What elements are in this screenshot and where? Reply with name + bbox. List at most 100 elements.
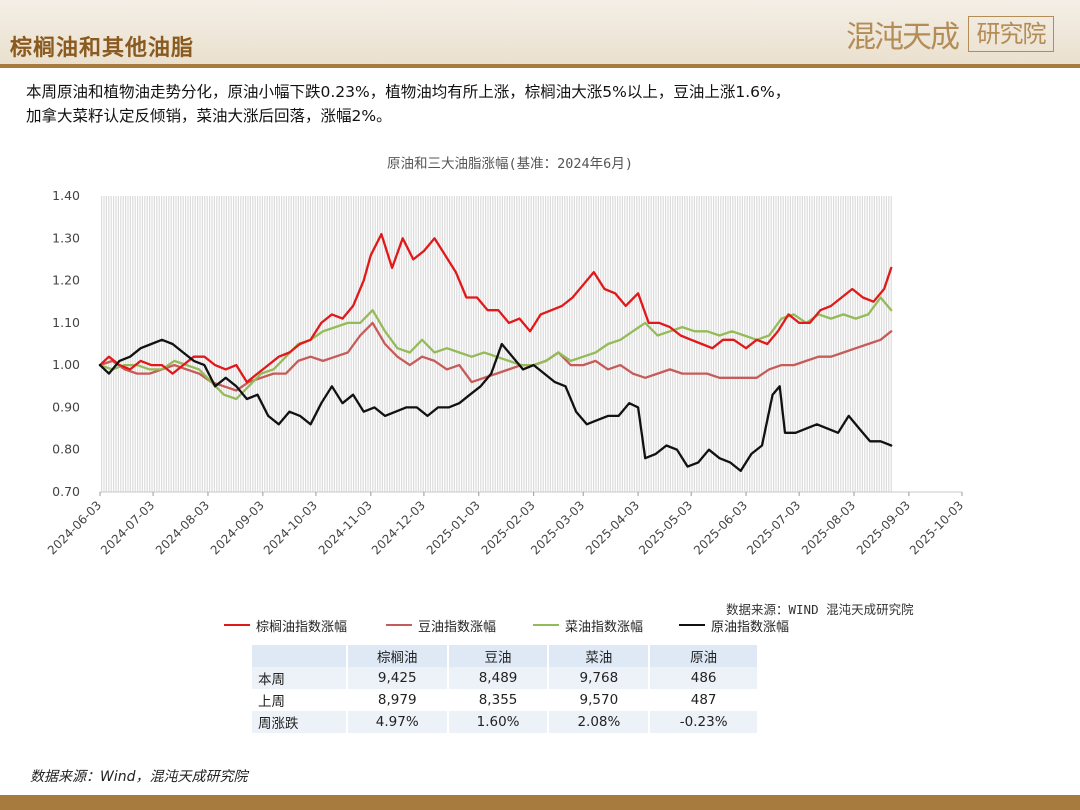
background-bar <box>881 196 883 492</box>
background-bar <box>521 196 523 492</box>
background-bar <box>288 196 290 492</box>
background-bar <box>197 196 199 492</box>
background-bar <box>403 196 405 492</box>
background-bar <box>235 196 237 492</box>
background-bar <box>725 196 727 492</box>
background-bar <box>122 196 124 492</box>
background-bar <box>847 196 849 492</box>
background-bar <box>523 196 525 492</box>
background-bar <box>629 196 631 492</box>
background-bar <box>324 196 326 492</box>
background-bar <box>108 196 110 492</box>
background-bar <box>245 196 247 492</box>
background-bar <box>595 196 597 492</box>
background-bar <box>341 196 343 492</box>
background-bar <box>199 196 201 492</box>
table-header-row: 棕榈油 豆油 菜油 原油 <box>252 645 757 667</box>
background-bar <box>729 196 731 492</box>
background-bar <box>420 196 422 492</box>
background-bar <box>461 196 463 492</box>
background-bar <box>612 196 614 492</box>
background-bar <box>614 196 616 492</box>
background-bar <box>785 196 787 492</box>
chart-source: 数据来源：WIND 混沌天成研究院 <box>726 602 914 617</box>
y-tick-label: 1.30 <box>52 230 80 245</box>
background-bar <box>525 196 527 492</box>
background-bar <box>854 196 856 492</box>
background-bar <box>806 196 808 492</box>
x-tick-label: 2025-04-03 <box>583 498 642 557</box>
background-bar <box>763 196 765 492</box>
background-bar <box>631 196 633 492</box>
background-bar <box>849 196 851 492</box>
background-bar <box>377 196 379 492</box>
series-line-1 <box>98 321 893 392</box>
background-bar <box>257 196 259 492</box>
background-bar <box>794 196 796 492</box>
background-bars <box>101 196 892 492</box>
background-bar <box>821 196 823 492</box>
background-bar <box>465 196 467 492</box>
background-bar <box>813 196 815 492</box>
background-bar <box>883 196 885 492</box>
background-bar <box>338 196 340 492</box>
background-bar <box>547 196 549 492</box>
background-bar <box>357 196 359 492</box>
background-bar <box>237 196 239 492</box>
background-bar <box>657 196 659 492</box>
background-bar <box>645 196 647 492</box>
background-bar <box>566 196 568 492</box>
background-bar <box>780 196 782 492</box>
background-bar <box>456 196 458 492</box>
background-bar <box>801 196 803 492</box>
legend-label: 菜油指数涨幅 <box>565 620 644 635</box>
background-bar <box>797 196 799 492</box>
background-bar <box>125 196 127 492</box>
background-bar <box>278 196 280 492</box>
background-bar <box>367 196 369 492</box>
background-bar <box>228 196 230 492</box>
background-bar <box>674 196 676 492</box>
legend-label: 棕榈油指数涨幅 <box>256 620 348 635</box>
background-bar <box>209 196 211 492</box>
background-bar <box>329 196 331 492</box>
background-bar <box>693 196 695 492</box>
background-bar <box>581 196 583 492</box>
background-bar <box>638 196 640 492</box>
background-bar <box>175 196 177 492</box>
background-bar <box>737 196 739 492</box>
background-bar <box>777 196 779 492</box>
logo-text: 混沌天成 <box>846 20 960 55</box>
background-bar <box>504 196 506 492</box>
background-bar <box>655 196 657 492</box>
background-bar <box>684 196 686 492</box>
background-bar <box>641 196 643 492</box>
background-bar <box>165 196 167 492</box>
background-bar <box>708 196 710 492</box>
legend-swatch <box>679 624 705 626</box>
background-bar <box>753 196 755 492</box>
background-bar <box>336 196 338 492</box>
background-bar <box>444 196 446 492</box>
background-bar <box>439 196 441 492</box>
background-bar <box>374 196 376 492</box>
background-bar <box>365 196 367 492</box>
background-bar <box>201 196 203 492</box>
background-bar <box>187 196 189 492</box>
background-bar <box>509 196 511 492</box>
table-row: 周涨跌 4.97% 1.60% 2.08% -0.23% <box>252 711 757 733</box>
background-bar <box>559 196 561 492</box>
background-bar <box>218 196 220 492</box>
background-bar <box>283 196 285 492</box>
chart-title: 原油和三大油脂涨幅(基准：2024年6月) <box>387 155 633 172</box>
background-bar <box>161 196 163 492</box>
x-tick-label: 2024-10-03 <box>261 498 320 557</box>
background-bar <box>139 196 141 492</box>
background-bar <box>415 196 417 492</box>
background-bar <box>727 196 729 492</box>
background-bar <box>264 196 266 492</box>
background-bar <box>533 196 535 492</box>
background-bar <box>782 196 784 492</box>
table-header-cell: 菜油 <box>547 645 650 667</box>
background-bar <box>516 196 518 492</box>
